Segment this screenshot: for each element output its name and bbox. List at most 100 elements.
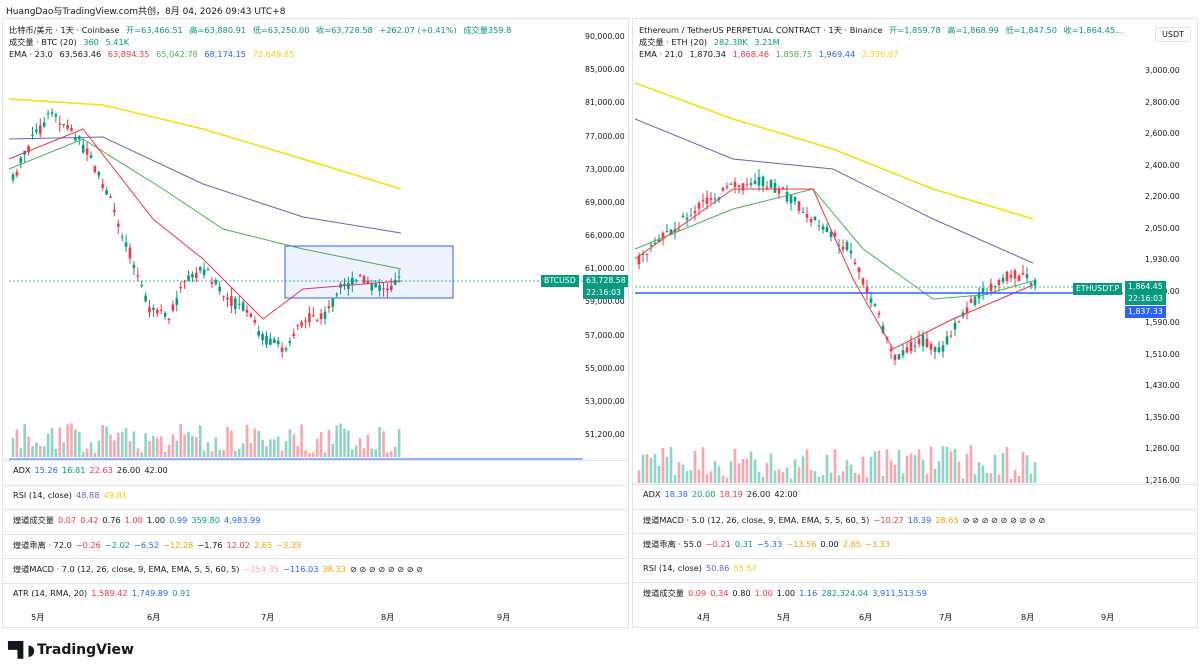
indicator-row[interactable]: ADX 15.26 16.81 22.63 26.00 42.00	[13, 465, 172, 475]
eth-chart-pane[interactable]: Ethereum / TetherUS PERPETUAL CONTRACT ·…	[632, 18, 1198, 628]
volume-bar	[27, 436, 30, 457]
volume-bar	[637, 470, 641, 483]
indicator-value: 1,749.89	[131, 587, 169, 598]
candle-body	[198, 267, 202, 271]
volume-bar	[801, 456, 805, 483]
eth-volume-legend[interactable]: 成交量 · ETH (20) 282.38K 3.21M	[639, 37, 784, 48]
candle-body	[347, 282, 350, 289]
volume-bar	[1025, 455, 1029, 483]
volume-bar	[31, 446, 34, 457]
time-axis-label: 5月	[31, 612, 45, 622]
indicator-value: 49.81	[103, 489, 127, 500]
candle-body	[653, 243, 657, 245]
tradingview-brand[interactable]: ▀▌◗ TradingView	[8, 641, 134, 659]
candle-body	[833, 232, 837, 237]
candle-body	[773, 183, 777, 193]
indicator-row[interactable]: 煌道MACD · 7.0 (12, 26, close, 9, EMA, EMA…	[13, 563, 427, 575]
eth-price-chart[interactable]	[633, 19, 1198, 628]
btc-ema-legend[interactable]: EMA · 23.0 63,563.46 63,894.35 65,042.78…	[9, 49, 298, 60]
candle-body	[323, 311, 327, 319]
indicator-row[interactable]: 煌道成交量 0.07 0.42 0.76 1.00 1.00 0.99 359.80 4,983…	[13, 514, 264, 526]
volume-bar	[319, 432, 323, 457]
indicator-value: ⊘ ⊘ ⊘ ⊘ ⊘ ⊘ ⊘ ⊘	[349, 564, 424, 574]
indicator-row[interactable]: 煌道乖离 · 72.0 −0.26 −2.02 −6.52 −12.28 −1.76 12.…	[13, 539, 305, 551]
btc-volume-legend[interactable]: 成交量 · BTC (20) 360 5.41K	[9, 37, 133, 48]
candle-body	[304, 320, 307, 322]
eth-ema-title: EMA · 21.0	[639, 49, 683, 59]
indicator-row[interactable]: ADX 18.38 20.00 18.19 26.00 42.00	[643, 489, 802, 499]
volume-bar	[965, 454, 969, 483]
indicator-row[interactable]: 煌道MACD · 5.0 (12, 26, close, 9, EMA, EMA…	[643, 514, 1049, 526]
volume-bar	[913, 455, 917, 483]
volume-bar	[397, 428, 401, 457]
candle-body	[300, 321, 303, 327]
volume-bar	[897, 449, 901, 483]
eth-symbol-legend[interactable]: Ethereum / TetherUS PERPETUAL CONTRACT ·…	[639, 25, 1127, 36]
candle-body	[941, 345, 945, 352]
volume-bar	[335, 425, 338, 457]
candle-body	[89, 155, 93, 158]
indicator-value: 359.80	[191, 515, 221, 525]
volume-bar	[929, 446, 933, 483]
volume-bar	[949, 451, 953, 483]
candle-body	[865, 287, 869, 294]
candle-body	[70, 128, 73, 131]
indicator-value: 0.76	[102, 515, 121, 525]
candle-body	[288, 340, 292, 344]
volume-bar	[195, 437, 198, 457]
btc-symbol-title[interactable]: 比特币/美元 · 1天 · Coinbase	[9, 25, 120, 35]
indicator-row[interactable]: ATR (14, RMA, 20) 1,589.42 1,749.89 0.91	[13, 588, 194, 598]
left-axis-label: 59,000.00	[585, 297, 625, 307]
candle-body	[793, 196, 797, 202]
indicator-title: 煌道成交量	[13, 515, 54, 525]
candle-body	[1005, 271, 1009, 281]
indicator-value: −0.26	[75, 539, 101, 550]
volume-bar	[42, 446, 46, 457]
volume-bar	[15, 429, 19, 457]
indicator-row[interactable]: 煌道乖离 · 55.0 −0.21 0.31 −5.33 −13.56 0.00 2.65−…	[643, 538, 894, 550]
btc-price-chart[interactable]	[3, 19, 629, 628]
candle-body	[845, 241, 849, 250]
btc-chart-pane[interactable]: 比特币/美元 · 1天 · Coinbase 开=63,466.51 高=63,…	[2, 18, 629, 628]
indicator-value: 0.31	[734, 539, 754, 549]
candle-body	[335, 294, 338, 296]
volume-bar	[101, 425, 104, 457]
candle-body	[665, 231, 669, 233]
candle-body	[821, 226, 825, 230]
volume-bar	[386, 452, 389, 457]
range-box[interactable]	[284, 245, 454, 299]
volume-bar	[156, 437, 159, 457]
eth-ema-v1: 1,870.34	[689, 49, 726, 59]
volume-bar	[109, 434, 112, 457]
candle-body	[214, 280, 218, 284]
eth-ema-legend[interactable]: EMA · 21.0 1,870.34 1,868.46 1,858.75 1,…	[639, 49, 902, 60]
indicator-row[interactable]: RSI (14, close) 50.86 55.57	[643, 563, 761, 573]
volume-bar	[327, 429, 331, 457]
right-axis-label: 1,280.00	[1145, 444, 1180, 454]
volume-bar	[222, 450, 225, 457]
volume-bar	[705, 474, 709, 483]
indicator-separator	[3, 484, 628, 486]
indicator-row[interactable]: RSI (14, close) 48.88 49.81	[13, 490, 131, 500]
volume-bar	[284, 441, 288, 457]
volume-bar	[171, 434, 175, 457]
candle-body	[981, 288, 985, 293]
volume-bar	[179, 424, 182, 457]
indicator-value: 55.57	[733, 562, 757, 573]
eth-symbol-title[interactable]: Ethereum / TetherUS PERPETUAL CONTRACT ·…	[639, 25, 883, 35]
volume-bar	[689, 470, 693, 483]
volume-bar	[901, 473, 905, 483]
candle-body	[167, 318, 171, 320]
candle-body	[689, 215, 693, 217]
indicator-value: 16.81	[61, 465, 86, 475]
volume-bar	[120, 431, 124, 457]
candle-body	[144, 295, 147, 302]
candle-body	[237, 303, 241, 305]
indicator-row[interactable]: 煌道成交量 0.09 0.34 0.80 1.00 1.00 1.16 282,324.04 3…	[643, 587, 931, 599]
candle-body	[358, 274, 362, 276]
btc-symbol-legend[interactable]: 比特币/美元 · 1天 · Coinbase 开=63,466.51 高=63,…	[9, 25, 515, 36]
currency-selector[interactable]: USDT	[1155, 27, 1191, 42]
volume-bar	[210, 451, 214, 457]
candle-body	[226, 297, 229, 300]
volume-bar	[961, 478, 965, 483]
